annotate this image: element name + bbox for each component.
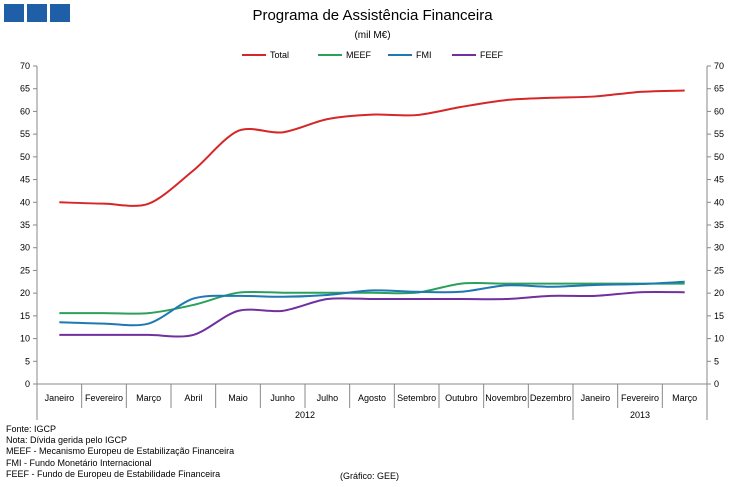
y-tick-label-left: 50	[20, 152, 30, 162]
legend-label: FMI	[416, 50, 432, 60]
x-tick-label: Novembro	[485, 393, 527, 403]
y-tick-label-right: 20	[714, 288, 724, 298]
note-line: FMI - Fundo Monetário Internacional	[6, 457, 152, 468]
y-tick-label-right: 65	[714, 84, 724, 94]
y-tick-label-right: 50	[714, 152, 724, 162]
x-tick-label: Agosto	[358, 393, 386, 403]
y-tick-label-right: 40	[714, 197, 724, 207]
y-tick-label-right: 10	[714, 334, 724, 344]
y-tick-label-right: 70	[714, 61, 724, 71]
y-tick-label-right: 25	[714, 265, 724, 275]
note-line: Fonte: IGCP	[6, 424, 57, 434]
y-tick-label-left: 25	[20, 265, 30, 275]
x-tick-label: Outubro	[445, 393, 478, 403]
x-tick-label: Fevereiro	[621, 393, 659, 403]
y-tick-label-left: 5	[25, 356, 30, 366]
logo-square-2	[27, 4, 47, 22]
y-tick-label-right: 0	[714, 379, 719, 389]
x-tick-label: Junho	[270, 393, 295, 403]
x-tick-label: Dezembro	[530, 393, 572, 403]
x-tick-label: Março	[136, 393, 161, 403]
chart-notes: Fonte: IGCP Nota: Dívida gerida pelo IGC…	[6, 424, 234, 480]
note-line: FEEF - Fundo de Europeu de Estabilidade …	[6, 468, 221, 479]
x-tick-label: Março	[672, 393, 697, 403]
y-tick-label-right: 15	[714, 311, 724, 321]
logo-square-1	[4, 4, 24, 22]
note-line: MEEF - Mecanismo Europeu de Estabilizaçã…	[6, 446, 235, 457]
logo-icon	[4, 4, 70, 22]
year-group-label: 2012	[295, 410, 315, 420]
chart-subtitle: (mil M€)	[354, 30, 391, 41]
y-tick-label-left: 55	[20, 129, 30, 139]
series-line-feef	[59, 290, 685, 338]
y-tick-label-left: 10	[20, 334, 30, 344]
y-tick-label-right: 55	[714, 129, 724, 139]
x-tick-label: Maio	[228, 393, 248, 403]
source-label: (Gráfico: GEE)	[340, 471, 400, 481]
y-tick-label-left: 60	[20, 106, 30, 116]
y-tick-label-left: 40	[20, 197, 30, 207]
x-tick-label: Setembro	[397, 393, 436, 403]
series-line-fmi	[59, 280, 685, 327]
x-tick-label: Abril	[184, 393, 202, 403]
y-tick-label-left: 35	[20, 220, 30, 230]
y-tick-label-left: 70	[20, 61, 30, 71]
y-tick-label-right: 30	[714, 243, 724, 253]
x-tick-label: Fevereiro	[85, 393, 123, 403]
y-tick-label-right: 45	[714, 175, 724, 185]
y-tick-label-left: 65	[20, 84, 30, 94]
series-line-total	[59, 89, 685, 207]
x-tick-label: Janeiro	[581, 393, 611, 403]
y-tick-label-right: 5	[714, 356, 719, 366]
chart-title: Programa de Assistência Financeira	[252, 7, 493, 24]
note-line: Nota: Dívida gerida pelo IGCP	[6, 435, 128, 446]
series-line-meef	[59, 282, 685, 315]
legend-label: MEEF	[346, 50, 372, 60]
legend-label: FEEF	[480, 50, 504, 60]
logo-square-3	[50, 4, 70, 22]
y-tick-label-left: 30	[20, 243, 30, 253]
y-tick-label-left: 45	[20, 175, 30, 185]
y-tick-label-left: 20	[20, 288, 30, 298]
y-tick-label-left: 15	[20, 311, 30, 321]
year-group-label: 2013	[630, 410, 650, 420]
legend-label: Total	[270, 50, 289, 60]
y-tick-label-right: 35	[714, 220, 724, 230]
x-tick-label: Julho	[317, 393, 339, 403]
x-tick-label: Janeiro	[45, 393, 75, 403]
y-tick-label-right: 60	[714, 106, 724, 116]
y-tick-label-left: 0	[25, 379, 30, 389]
